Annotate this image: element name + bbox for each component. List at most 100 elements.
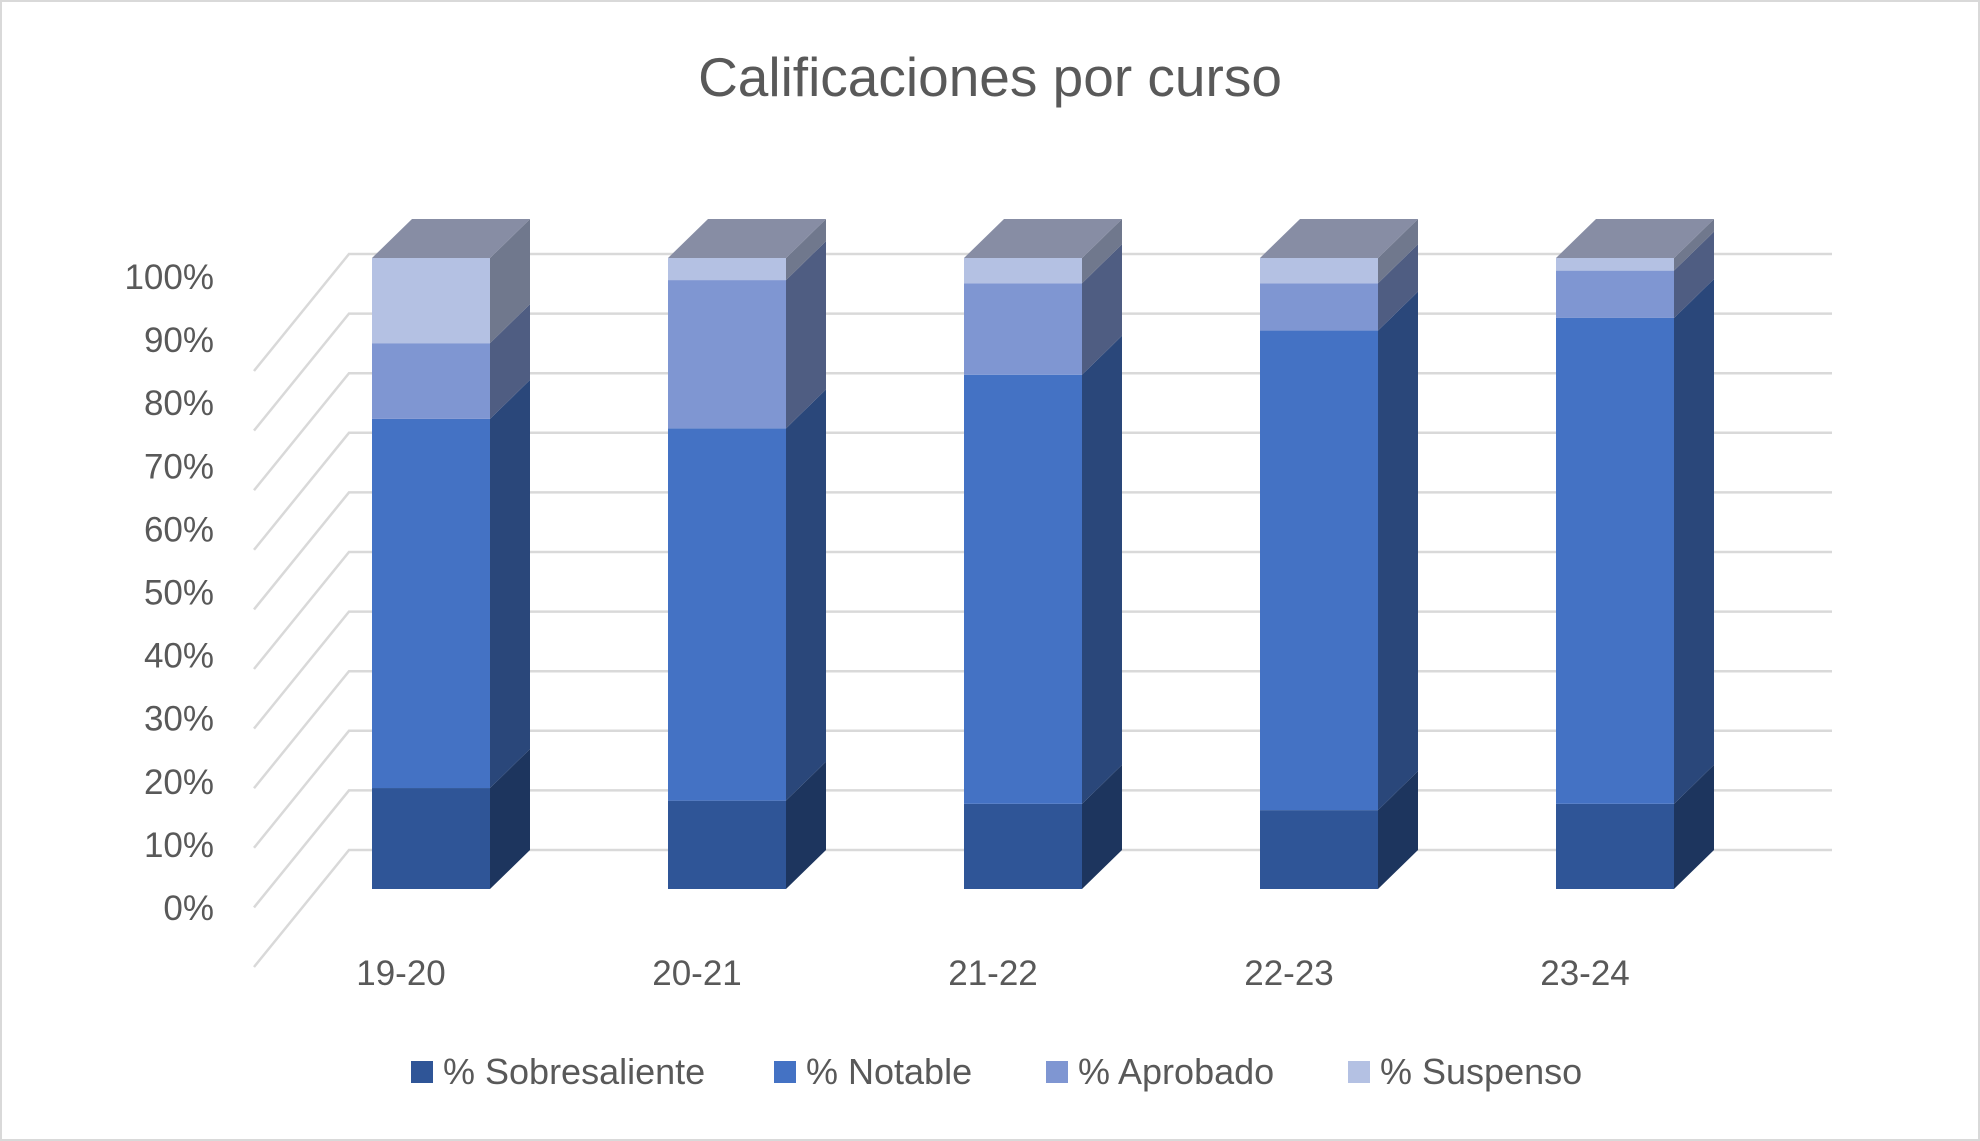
bar-front: [372, 258, 490, 344]
bar-front: [964, 258, 1082, 284]
y-tick-label: 100%: [124, 258, 214, 297]
bar-front: [1556, 258, 1674, 271]
bar-segment: [964, 764, 1122, 889]
bar-side: [1674, 231, 1714, 318]
bar-segment: [1556, 219, 1714, 271]
y-tick-label: 0%: [163, 889, 214, 928]
bar-stack-23-24: [1556, 219, 1714, 889]
bar-front: [668, 258, 786, 281]
bar-side: [786, 389, 826, 801]
legend-swatch: [1348, 1061, 1370, 1083]
x-tick-label: 23-24: [1540, 954, 1630, 993]
bar-segment: [964, 335, 1122, 804]
bar-side: [490, 749, 530, 889]
bar-stack-21-22: [964, 219, 1122, 889]
bar-front: [1260, 283, 1378, 331]
bar-segment: [1556, 231, 1714, 318]
x-tick-label: 22-23: [1244, 954, 1334, 993]
bar-top: [372, 219, 530, 258]
legend-label: % Aprobado: [1078, 1051, 1274, 1092]
y-tick-label: 10%: [144, 826, 214, 865]
stacked-bars: [372, 219, 1714, 889]
legend-item: % Suspenso: [1348, 1051, 1582, 1092]
bar-segment: [964, 219, 1122, 284]
legend-label: % Suspenso: [1380, 1051, 1582, 1092]
legend-swatch: [411, 1061, 433, 1083]
bar-segment: [668, 389, 826, 801]
bar-segment: [1556, 278, 1714, 804]
bar-segment: [372, 219, 530, 344]
legend-item: % Sobresaliente: [411, 1051, 705, 1092]
bar-segment: [1260, 771, 1418, 889]
y-axis-tick-labels: 0% 10% 20% 30% 40% 50% 60% 70% 80% 90% 100%: [124, 258, 214, 928]
bar-side: [1378, 771, 1418, 889]
bar-front: [964, 803, 1082, 889]
bar-segment: [1260, 291, 1418, 811]
bar-top: [1260, 219, 1418, 258]
bar-side: [1082, 335, 1122, 804]
legend: % Sobresaliente % Notable % Aprobado % Susp…: [411, 1051, 1582, 1092]
bar-front: [372, 788, 490, 889]
bar-side: [490, 304, 530, 419]
bar-front: [964, 283, 1082, 375]
bar-segment: [668, 761, 826, 889]
bar-side: [490, 219, 530, 344]
bar-side: [786, 219, 826, 281]
bar-stack-19-20: [372, 219, 530, 889]
bar-segment: [668, 241, 826, 429]
y-tick-label: 50%: [144, 574, 214, 613]
x-tick-label: 21-22: [948, 954, 1038, 993]
bar-side: [1674, 764, 1714, 889]
bar-segment: [964, 244, 1122, 375]
bar-front: [1260, 258, 1378, 284]
x-tick-label: 20-21: [652, 954, 742, 993]
bar-front: [964, 374, 1082, 804]
bar-front: [668, 800, 786, 889]
x-axis-tick-labels: 19-20 20-21 21-22 22-23 23-24: [356, 954, 1630, 993]
y-tick-label: 90%: [144, 321, 214, 360]
bar-side: [1082, 244, 1122, 375]
bar-side: [1082, 764, 1122, 889]
bar-side: [1082, 219, 1122, 284]
bar-segment: [1260, 244, 1418, 331]
bar-top: [1556, 219, 1714, 258]
bar-stack-22-23: [1260, 219, 1418, 889]
bar-segment: [372, 749, 530, 889]
bar-segment: [1556, 764, 1714, 889]
bar-front: [668, 428, 786, 801]
bar-side: [490, 379, 530, 789]
y-tick-label: 70%: [144, 447, 214, 486]
chart-title: Calificaciones por curso: [698, 46, 1282, 108]
legend-label: % Notable: [806, 1051, 972, 1092]
bar-front: [1556, 803, 1674, 889]
y-tick-label: 30%: [144, 700, 214, 739]
bar-front: [1556, 270, 1674, 318]
legend-label: % Sobresaliente: [443, 1051, 705, 1092]
bar-top: [668, 219, 826, 258]
bar-segment: [668, 219, 826, 281]
bar-side: [1674, 219, 1714, 271]
legend-swatch: [1046, 1061, 1068, 1083]
bar-front: [372, 418, 490, 789]
bar-stack-20-21: [668, 219, 826, 889]
y-tick-label: 40%: [144, 637, 214, 676]
bar-front: [1556, 317, 1674, 804]
bar-side: [786, 761, 826, 889]
y-tick-label: 80%: [144, 384, 214, 423]
y-tick-label: 20%: [144, 763, 214, 802]
bar-segment: [372, 379, 530, 789]
bar-side: [1674, 278, 1714, 804]
legend-item: % Notable: [774, 1051, 972, 1092]
legend-item: % Aprobado: [1046, 1051, 1274, 1092]
bar-front: [668, 280, 786, 429]
bar-segment: [372, 304, 530, 419]
bar-front: [372, 343, 490, 419]
bar-segment: [1260, 219, 1418, 284]
legend-swatch: [774, 1061, 796, 1083]
bar-side: [1378, 219, 1418, 284]
bar-top: [964, 219, 1122, 258]
bar-side: [1378, 244, 1418, 331]
y-tick-label: 60%: [144, 510, 214, 549]
